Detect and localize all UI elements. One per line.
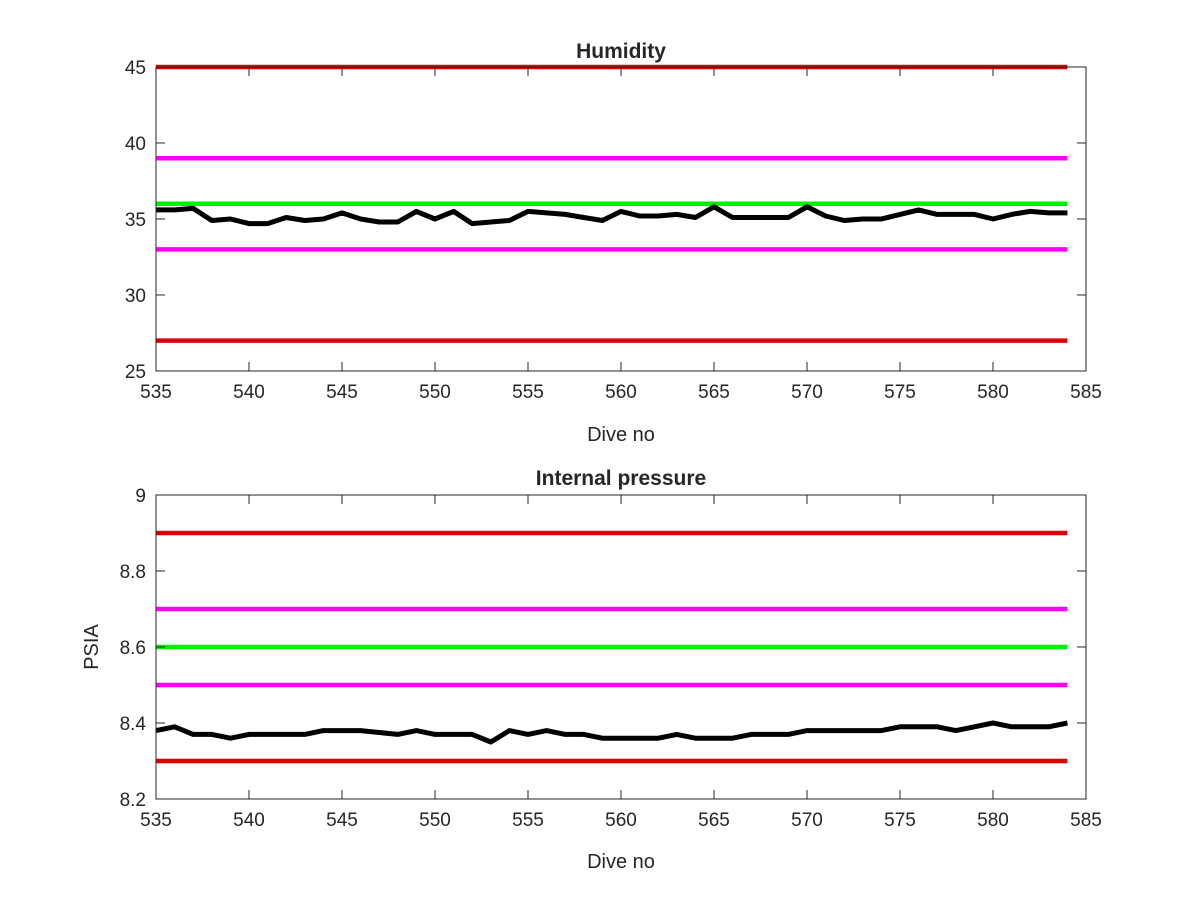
- x-tick-label: 565: [698, 810, 730, 831]
- x-axis-label: Dive no: [587, 424, 655, 446]
- x-tick-label: 575: [884, 382, 916, 403]
- x-tick-label: 580: [977, 810, 1009, 831]
- data-series-line: [156, 204, 1068, 227]
- y-tick-label: 9: [135, 486, 146, 507]
- y-tick-label: 30: [125, 286, 146, 307]
- chart-title: Internal pressure: [536, 467, 706, 490]
- x-tick-label: 585: [1070, 382, 1102, 403]
- x-tick-label: 550: [419, 382, 451, 403]
- x-tick-label: 585: [1070, 810, 1102, 831]
- x-axis-label: Dive no: [587, 851, 655, 873]
- y-tick-label: 8.2: [120, 790, 146, 811]
- x-tick-label: 555: [512, 810, 544, 831]
- y-tick-label: 8.6: [120, 638, 146, 659]
- x-tick-label: 535: [140, 810, 172, 831]
- y-tick-label: 8.8: [120, 562, 146, 583]
- x-tick-label: 565: [698, 382, 730, 403]
- x-tick-label: 570: [791, 810, 823, 831]
- x-tick-label: 540: [233, 810, 265, 831]
- x-tick-label: 545: [326, 810, 358, 831]
- y-tick-label: 25: [125, 362, 146, 383]
- x-tick-label: 575: [884, 810, 916, 831]
- x-tick-label: 560: [605, 382, 637, 403]
- y-tick-label: 35: [125, 210, 146, 231]
- x-tick-label: 555: [512, 382, 544, 403]
- x-tick-label: 570: [791, 382, 823, 403]
- internal-pressure-axes: 535 540 545 550 555 560 565 570 575 580 585 8.2 8.4 8…: [81, 467, 1102, 873]
- x-tick-label: 580: [977, 382, 1009, 403]
- chart-title: Humidity: [576, 40, 666, 63]
- humidity-axes: 535 540 545 550 555 560 565 570 575 580 585 25 30 35 4…: [125, 40, 1102, 446]
- data-series-line: [155, 720, 1068, 745]
- x-tick-label: 545: [326, 382, 358, 403]
- y-tick-label: 45: [125, 58, 146, 79]
- x-tick-label: 535: [140, 382, 172, 403]
- y-tick-label: 8.4: [120, 714, 147, 735]
- y-tick-label: 40: [125, 134, 146, 155]
- x-tick-label: 540: [233, 382, 265, 403]
- x-tick-label: 550: [419, 810, 451, 831]
- x-tick-label: 560: [605, 810, 637, 831]
- y-axis-label: PSIA: [81, 624, 103, 670]
